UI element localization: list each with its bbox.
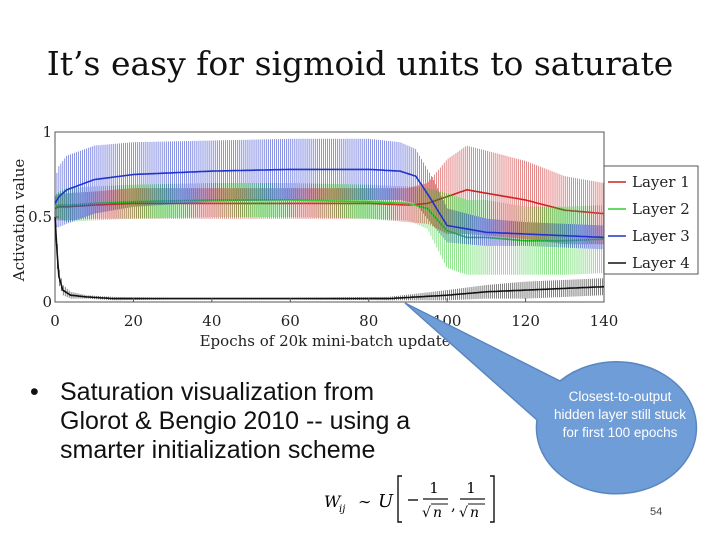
x-tick-label: 120 xyxy=(511,312,540,330)
x-tick-label: 60 xyxy=(281,312,300,330)
y-axis-label: Activation value xyxy=(10,159,28,283)
formula-comma: , xyxy=(451,496,456,514)
x-tick-label: 20 xyxy=(124,312,143,330)
formula-numerator-2: 1 xyxy=(466,479,476,497)
legend-label-layer-2: Layer 2 xyxy=(632,200,690,218)
bullet-text: Saturation visualization from Glorot & B… xyxy=(60,378,411,464)
callout-text: Closest-to-output hidden layer still stu… xyxy=(553,389,687,440)
legend-label-layer-4: Layer 4 xyxy=(632,254,690,272)
series-layer-3 xyxy=(54,138,605,250)
formula-denominator-1: n xyxy=(433,505,442,521)
legend-box xyxy=(603,165,699,275)
x-tick-label: 140 xyxy=(590,312,619,330)
x-axis-label: Epochs of 20k mini-batch updates xyxy=(200,332,459,350)
y-tick-label: 0.5 xyxy=(28,208,52,226)
series-layer-1 xyxy=(54,145,605,245)
slide-title: It’s easy for sigmoid units to saturate xyxy=(46,44,674,83)
x-tick-label: 40 xyxy=(202,312,221,330)
formula-u: U xyxy=(378,491,394,512)
formula-numerator-1: 1 xyxy=(429,479,439,497)
y-tick-label: 0 xyxy=(42,293,52,311)
formula-left-bracket xyxy=(397,475,402,523)
bullet-marker: • xyxy=(30,378,39,406)
series-layer-2 xyxy=(54,183,605,275)
formula-sqrt-1: √ xyxy=(422,505,431,521)
formula-tilde: ∼ xyxy=(358,492,371,511)
x-tick-label: 0 xyxy=(50,312,60,330)
formula-sqrt-2: √ xyxy=(459,505,468,521)
mean-line-layer-3 xyxy=(54,168,605,239)
x-tick-label: 80 xyxy=(359,312,378,330)
y-tick-label: 1 xyxy=(42,123,52,141)
formula-right-bracket xyxy=(490,475,495,523)
page-number: 54 xyxy=(650,506,663,518)
mean-line-layer-2 xyxy=(54,199,605,242)
chart-legend: Layer 1 Layer 2 Layer 3 Layer 4 xyxy=(603,165,699,275)
formula-subscript: ij xyxy=(339,504,345,515)
series-layer-4 xyxy=(54,216,605,301)
x-tick-label: 100 xyxy=(433,312,462,330)
mean-line-layer-4 xyxy=(54,216,605,300)
legend-label-layer-1: Layer 1 xyxy=(632,173,690,191)
init-formula: W ij ∼ U 1 √ n , 1 √ n xyxy=(324,475,495,523)
formula-w: W xyxy=(324,492,342,511)
formula-denominator-2: n xyxy=(470,505,479,521)
bullet-point: • Saturation visualization from Glorot &… xyxy=(30,378,440,465)
legend-label-layer-3: Layer 3 xyxy=(632,227,690,245)
